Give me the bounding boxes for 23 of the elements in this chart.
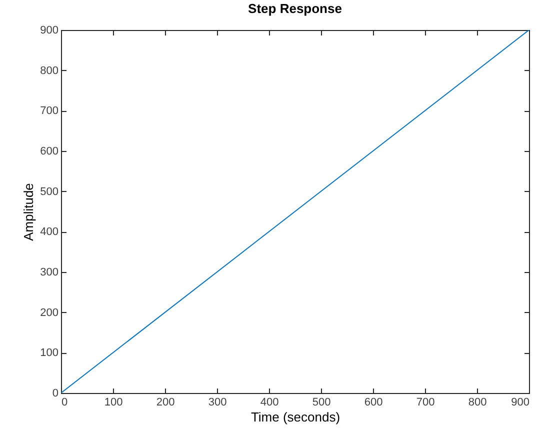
x-tick-label: 300 — [208, 396, 227, 408]
y-tick-label: 500 — [40, 186, 58, 198]
y-tick-label: 900 — [40, 24, 58, 36]
y-tick-label: 800 — [40, 64, 58, 77]
y-tick-label: 600 — [40, 146, 58, 158]
x-tick-label: 0 — [62, 396, 68, 408]
x-tick-label: 200 — [156, 396, 175, 408]
x-tick-label: 600 — [364, 396, 383, 408]
y-tick-label: 0 — [52, 388, 58, 400]
chart-title: Step Response — [248, 1, 342, 16]
y-tick-label: 700 — [40, 105, 58, 118]
y-tick-label: 400 — [40, 226, 58, 238]
y-tick-label: 200 — [40, 306, 58, 319]
y-tick-label: 100 — [40, 347, 58, 360]
x-tick-label: 800 — [468, 396, 487, 408]
x-axis-title: Time (seconds) — [250, 410, 340, 424]
x-tick-label: 500 — [312, 396, 331, 408]
x-tick-label: 100 — [104, 396, 123, 408]
x-tick-label: 900 — [511, 396, 530, 408]
x-tick-label: 400 — [260, 396, 279, 408]
y-axis-title: Amplitude — [21, 183, 36, 241]
y-tick-label: 300 — [40, 266, 58, 278]
x-tick-label: 700 — [416, 396, 435, 408]
